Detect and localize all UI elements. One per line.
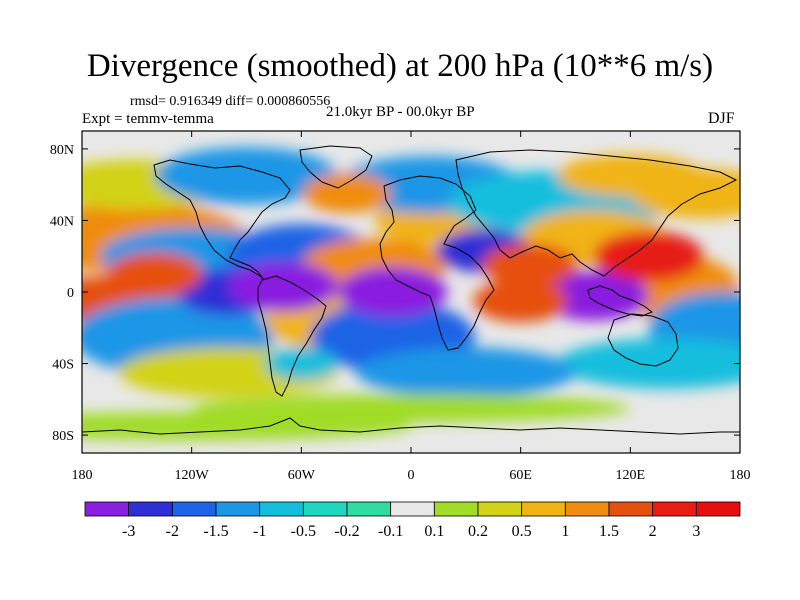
- x-tick-label: 0: [408, 468, 415, 483]
- colorbar-label: -2: [166, 523, 179, 540]
- field-blob: [557, 154, 704, 198]
- field-feature: [228, 261, 338, 312]
- field-feature: [593, 231, 704, 282]
- colorbar-label: 2: [649, 523, 657, 540]
- colorbar-swatch: [521, 501, 566, 517]
- colorbar-swatch: [84, 501, 130, 517]
- colorbar-swatch: [128, 501, 173, 517]
- colorbar-swatch: [390, 501, 435, 517]
- field-blob: [155, 147, 338, 205]
- australia-coast: [607, 313, 679, 367]
- field-blob: [557, 338, 740, 389]
- field-feature: [473, 279, 569, 323]
- period-label: 21.0kyr BP - 00.0kyr BP: [326, 104, 475, 120]
- y-tick-label: 80S: [52, 429, 74, 444]
- colorbar-swatch: [477, 501, 523, 517]
- colorbar-swatch: [695, 501, 741, 517]
- colorbar-label: 0.5: [512, 523, 532, 540]
- colorbar-label: -0.5: [291, 523, 316, 540]
- colorbar-label: -3: [122, 523, 135, 540]
- colorbar-label: -0.1: [378, 523, 403, 540]
- colorbar-swatch: [433, 501, 479, 517]
- south-america-coast: [257, 275, 327, 397]
- y-tick-label: 0: [67, 286, 74, 301]
- colorbar-swatch: [652, 501, 697, 517]
- season-label: DJF: [708, 110, 735, 127]
- colorbar-label: 1.5: [599, 523, 619, 540]
- field-feature: [107, 252, 203, 296]
- colorbar-label: 0.1: [424, 523, 444, 540]
- maritime-continent-coast: [587, 285, 654, 317]
- coastlines: [82, 145, 740, 435]
- x-tick-label: 60W: [288, 468, 316, 483]
- colorbar-swatch: [302, 501, 348, 517]
- x-tick-label: 180: [72, 468, 93, 483]
- colorbar-swatch: [259, 501, 304, 517]
- colorbar-swatch: [171, 501, 217, 517]
- y-tick-label: 80N: [50, 143, 74, 158]
- colorbar-label: 0.2: [468, 523, 488, 540]
- colorbar-swatch: [564, 501, 610, 517]
- field-feature: [337, 266, 448, 318]
- colorbar-label: 3: [692, 523, 700, 540]
- y-tick-label: 40S: [52, 358, 74, 373]
- field-feature: [538, 270, 649, 321]
- field-feature: [303, 173, 391, 214]
- field-feature: [264, 347, 338, 380]
- colorbar: -3 -2 -1.5 -1 -0.5 -0.2 -0.1 0.1 0.2 0.5 1 1.5 2 3: [84, 501, 741, 540]
- colorbar-label: -1.5: [203, 523, 228, 540]
- x-tick-label: 60E: [509, 468, 532, 483]
- north-america-coast: [153, 159, 291, 281]
- chart-title: Divergence (smoothed) at 200 hPa (10**6 …: [86, 48, 714, 84]
- africa-europe-coast: [379, 175, 495, 351]
- x-tick-label: 120W: [175, 468, 210, 483]
- experiment-label: Expt = temmv-temma: [82, 111, 214, 127]
- antarctica-coast: [82, 417, 740, 435]
- x-tick-label: 180: [730, 468, 751, 483]
- colorbar-label: 1: [561, 523, 569, 540]
- asia-coast: [455, 149, 738, 277]
- colorbar-swatch: [215, 501, 261, 517]
- field-blob: [356, 347, 576, 398]
- colorbar-swatch: [346, 501, 392, 517]
- colorbar-label: -0.2: [334, 523, 359, 540]
- colorbar-swatch: [608, 501, 654, 517]
- y-tick-label: 40N: [50, 214, 74, 229]
- greenland-coast: [299, 145, 373, 189]
- stats-text: rmsd= 0.916349 diff= 0.000860556: [130, 94, 331, 109]
- x-tick-label: 120E: [616, 468, 646, 483]
- colorbar-label: -1: [253, 523, 266, 540]
- axis-ticks: 180 120W 60W 0 60E 120E 180 80N 40N 0 40S 80S: [50, 131, 751, 483]
